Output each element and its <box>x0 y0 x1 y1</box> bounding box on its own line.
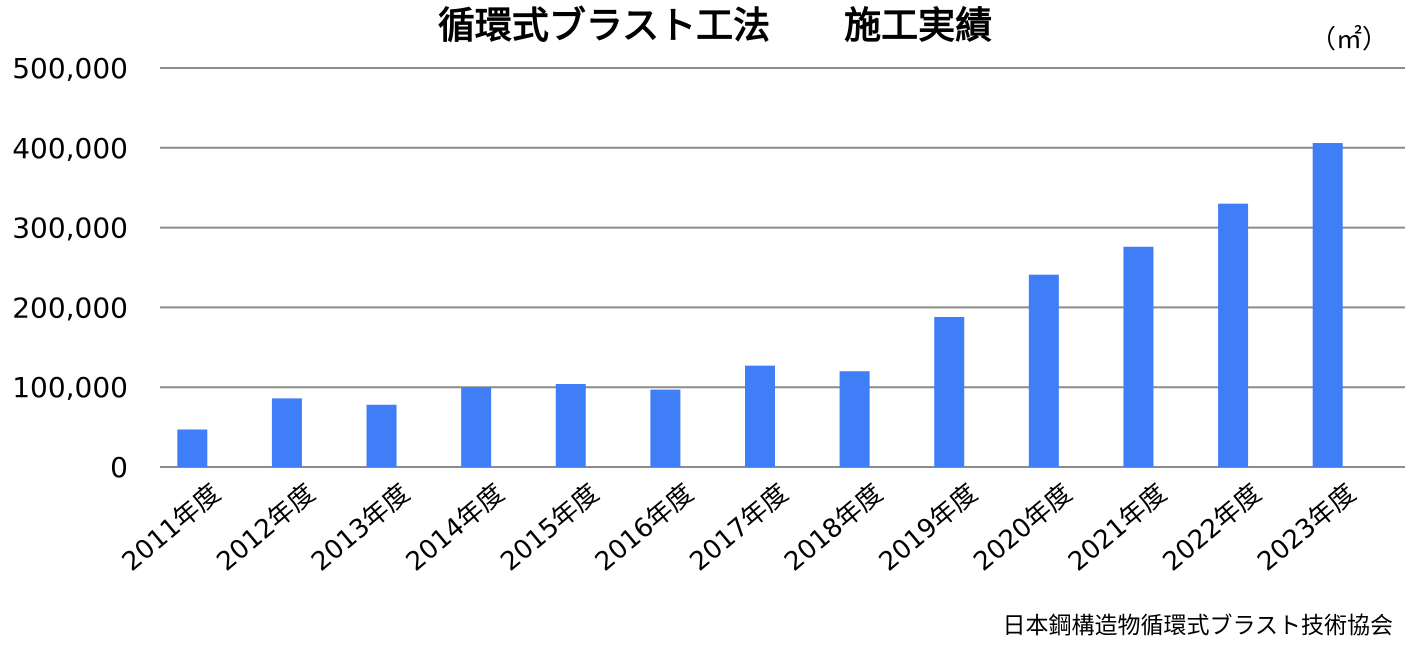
y-tick-label: 300,000 <box>12 212 128 245</box>
x-tick-label: 2021年度 <box>1063 478 1173 577</box>
bar <box>934 316 965 467</box>
chart-title: 循環式ブラスト工法 施工実績 <box>438 4 992 47</box>
x-tick-label: 2013年度 <box>306 478 416 577</box>
x-tick-label: 2020年度 <box>968 478 1078 577</box>
x-tick-label: 2022年度 <box>1158 478 1268 577</box>
bar <box>1123 246 1154 467</box>
bar <box>366 404 397 467</box>
x-tick-label: 2018年度 <box>779 478 889 577</box>
bar <box>839 371 870 467</box>
bar <box>650 389 681 467</box>
bar <box>1218 203 1249 467</box>
bar <box>177 429 208 467</box>
x-tick-label: 2015年度 <box>495 478 605 577</box>
y-tick-label: 500,000 <box>12 52 128 85</box>
y-tick-label: 100,000 <box>12 371 128 404</box>
bar <box>461 387 492 467</box>
x-tick-label: 2014年度 <box>401 478 511 577</box>
bar <box>745 365 775 467</box>
y-tick-label: 0 <box>110 451 128 484</box>
x-tick-label: 2019年度 <box>874 478 984 577</box>
y-tick-label: 400,000 <box>12 132 128 165</box>
bar <box>271 398 302 467</box>
bar <box>555 384 586 467</box>
unit-label: （㎡） <box>1310 25 1388 55</box>
y-tick-labels: 0 100,000 200,000 300,000 400,000 500,000 <box>12 52 128 484</box>
bar <box>1028 274 1059 467</box>
x-tick-label: 2017年度 <box>685 478 795 577</box>
x-tick-label: 2012年度 <box>211 478 321 577</box>
x-tick-label: 2016年度 <box>590 478 700 577</box>
bar <box>1312 143 1343 467</box>
x-tick-labels: 2011年度2012年度2013年度2014年度2015年度2016年度2017… <box>117 478 1362 577</box>
x-tick-label: 2011年度 <box>117 478 227 577</box>
grid-layer <box>160 67 1405 468</box>
source-credit: 日本鋼構造物循環式ブラスト技術協会 <box>1002 613 1393 639</box>
x-tick-label: 2023年度 <box>1252 478 1362 577</box>
y-tick-label: 200,000 <box>12 291 128 324</box>
bars <box>177 143 1343 467</box>
